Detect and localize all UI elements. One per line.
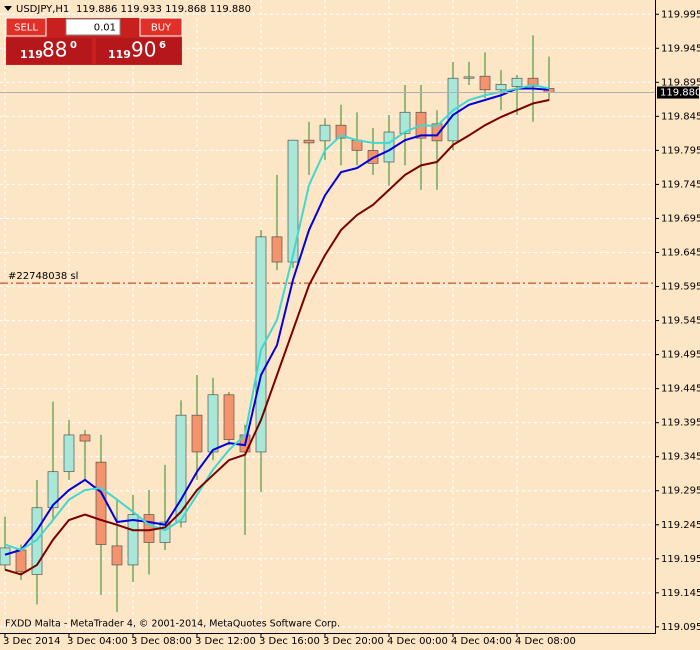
- buy-button[interactable]: [139, 17, 183, 37]
- current-price-box: [657, 86, 699, 99]
- buy-label[interactable]: BUY: [151, 23, 172, 34]
- x-tick-label: 3 Dec 04:00: [67, 636, 128, 647]
- y-tick-label: 119.545: [661, 316, 700, 327]
- buy-price-box[interactable]: [96, 38, 181, 64]
- y-tick-label: 119.345: [661, 452, 700, 463]
- lot-value[interactable]: 0.01: [94, 23, 116, 34]
- y-tick-label: 119.495: [661, 350, 700, 361]
- y-tick-label: 119.395: [661, 418, 700, 429]
- candle-body: [47, 471, 59, 509]
- candle-body: [63, 434, 75, 473]
- x-tick-label: 4 Dec 00:00: [387, 636, 448, 647]
- y-tick-label: 119.945: [661, 43, 700, 54]
- buy-big-figure: 119: [108, 48, 131, 61]
- x-tick-label: 4 Dec 04:00: [451, 636, 512, 647]
- candle-body: [15, 549, 27, 573]
- sell-pips: 88: [42, 38, 67, 62]
- sell-button[interactable]: [5, 17, 47, 37]
- quote-line: 119.886 119.933 119.868 119.880: [76, 4, 251, 15]
- candle-body: [79, 434, 91, 442]
- candle-body: [303, 139, 315, 144]
- x-tick-label: 3 Dec 08:00: [131, 636, 192, 647]
- candle-body: [255, 236, 267, 453]
- candle-body: [223, 394, 235, 441]
- candle-body: [479, 75, 491, 91]
- candle-body: [527, 77, 539, 87]
- x-tick-label: 3 Dec 16:00: [259, 636, 320, 647]
- footer: FXDD Malta - MetaTrader 4, © 2001-2014, …: [5, 619, 340, 630]
- symbol: USDJPY,H1: [16, 4, 69, 15]
- lot-input[interactable]: [65, 18, 121, 36]
- y-tick-label: 119.195: [661, 554, 700, 565]
- y-tick-label: 119.995: [661, 9, 700, 20]
- candle-body: [287, 139, 299, 263]
- candle-body: [127, 514, 139, 566]
- y-tick-label: 119.745: [661, 179, 700, 190]
- y-tick-label: 119.145: [661, 588, 700, 599]
- current-price-label: 119.880: [660, 88, 700, 99]
- trade-panel: SELL 0.01 BUY 119 88 0 119 90 6: [5, 17, 183, 65]
- candle-body: [463, 76, 475, 79]
- moving-average: [4, 84, 550, 552]
- y-tick-label: 119.595: [661, 282, 700, 293]
- y-tick-label: 119.295: [661, 486, 700, 497]
- candle-body: [159, 521, 171, 543]
- buy-pips: 90: [131, 38, 156, 62]
- candle-body: [31, 507, 43, 575]
- y-tick-label: 119.445: [661, 384, 700, 395]
- candle-body: [511, 77, 523, 87]
- y-tick-label: 119.645: [661, 247, 700, 258]
- candle-body: [399, 111, 411, 134]
- sl-label: #22748038 sl: [8, 271, 78, 282]
- sell-big-figure: 119: [20, 48, 43, 61]
- y-tick-label: 119.245: [661, 520, 700, 531]
- candle-body: [431, 123, 443, 142]
- x-tick-label: 3 Dec 12:00: [195, 636, 256, 647]
- symbol-icon: [4, 6, 12, 11]
- buy-fraction: 6: [159, 40, 166, 51]
- sell-fraction: 0: [70, 40, 77, 51]
- y-tick-label: 119.095: [661, 622, 700, 633]
- sell-price-box[interactable]: [7, 38, 92, 64]
- grid: [0, 0, 655, 633]
- y-tick-label: 119.895: [661, 77, 700, 88]
- x-tick-label: 4 Dec 08:00: [515, 636, 576, 647]
- y-tick-label: 119.845: [661, 111, 700, 122]
- candle-body: [111, 545, 123, 566]
- y-tick-label: 119.795: [661, 145, 700, 156]
- candle-body: [175, 414, 187, 523]
- candle-body: [207, 394, 219, 453]
- candle-body: [143, 514, 155, 543]
- candle-body: [191, 414, 203, 453]
- candle-body: [271, 236, 283, 263]
- candle-body: [335, 124, 347, 139]
- candle-body: [319, 124, 331, 142]
- sell-label[interactable]: SELL: [14, 23, 38, 34]
- plot: #22748038 sl: [0, 35, 655, 612]
- moving-average: [4, 99, 550, 576]
- candle-body: [0, 547, 11, 566]
- candle-body: [95, 461, 107, 545]
- x-tick-label: 3 Dec 2014: [3, 636, 61, 647]
- x-tick-label: 3 Dec 20:00: [323, 636, 384, 647]
- y-tick-label: 119.695: [661, 213, 700, 224]
- candle-body: [495, 84, 507, 91]
